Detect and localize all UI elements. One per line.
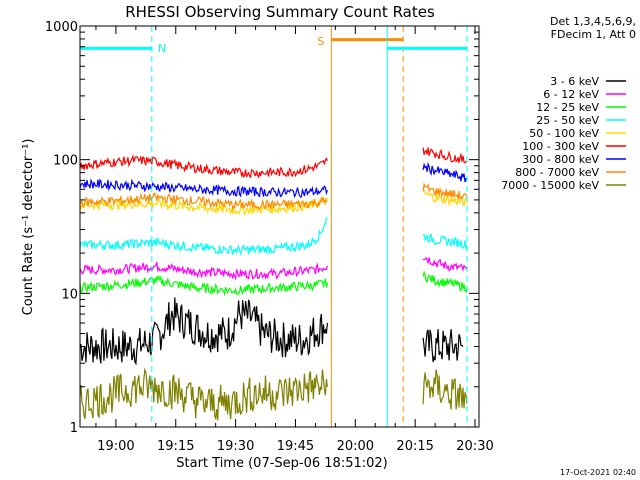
legend-label-800-7000: 800 - 7000 keV <box>515 166 599 179</box>
plot-frame <box>79 25 480 428</box>
footer-timestamp: 17-Oct-2021 02:40 <box>560 468 636 477</box>
y-tick-label: 1 <box>70 421 78 436</box>
series-100-300-kev-line-2 <box>422 147 468 164</box>
y-tick-label: 1000 <box>45 20 78 35</box>
series-25-50-kev-line-2 <box>422 233 468 250</box>
series-300-800-kev-line-2 <box>422 161 468 183</box>
series-300-800-kev-line-1 <box>79 178 328 199</box>
legend-label-3-6: 3 - 6 keV <box>550 75 599 88</box>
x-axis-label: Start Time (07-Sep-06 18:51:02) <box>176 456 387 471</box>
legend-label-25-50: 25 - 50 keV <box>536 114 599 127</box>
plot-marks: NS <box>79 26 468 427</box>
series-800-7000-kev-line-2 <box>422 182 468 200</box>
legend-label-50-100: 50 - 100 keV <box>529 127 599 140</box>
series-6-12-kev-line-1 <box>79 261 328 281</box>
x-tick-label: 20:00 <box>337 439 374 454</box>
series-7000-15000-kev-line-1 <box>79 367 328 421</box>
legend-label-300-800: 300 - 800 keV <box>522 153 599 166</box>
x-tick-label: 19:15 <box>157 439 194 454</box>
series-3-6-kev-line-1 <box>79 297 328 366</box>
series-50-100-kev-line-1 <box>79 196 328 216</box>
legend-label-7000-15000: 7000 - 15000 keV <box>501 179 599 192</box>
series-12-25-kev-line-1 <box>79 274 328 297</box>
legend-label-6-12: 6 - 12 keV <box>543 88 599 101</box>
x-tick-label: 20:15 <box>396 439 433 454</box>
series-25-50-kev-line-1 <box>79 216 328 256</box>
legend-label-12-25: 12 - 25 keV <box>536 101 599 114</box>
y-axis-label: Count Rate (s⁻¹ detector⁻¹) <box>21 139 36 316</box>
series-12-25-kev-line-2 <box>422 270 468 294</box>
y-tick-label: 10 <box>61 287 78 302</box>
annotation-label-n: N <box>158 42 166 55</box>
series-3-6-kev-line-2 <box>422 329 464 363</box>
series-7000-15000-kev-line-2 <box>422 369 468 410</box>
legend-header-line: Det 1,3,4,5,6,9, <box>550 15 636 28</box>
annotation-label-s: S <box>317 35 324 48</box>
series-800-7000-kev-line-1 <box>79 192 328 211</box>
series-6-12-kev-line-2 <box>422 256 468 273</box>
x-tick-label: 19:30 <box>217 439 254 454</box>
x-tick-label: 19:00 <box>97 439 134 454</box>
legend-label-100-300: 100 - 300 keV <box>522 140 599 153</box>
x-tick-label: 20:30 <box>456 439 493 454</box>
y-tick-label: 100 <box>53 154 78 169</box>
x-tick-label: 19:45 <box>277 439 314 454</box>
legend-header-line: FDecim 1, Att 0 <box>551 28 636 41</box>
chart-title: RHESSI Observing Summary Count Rates <box>125 3 435 21</box>
series-50-100-kev-line-2 <box>422 189 468 207</box>
series-100-300-kev-line-1 <box>79 154 328 179</box>
axis-ticks: 19:00 19:15 19:30 19:45 20:00 20:15 20:30 1 10 10… <box>45 20 494 454</box>
